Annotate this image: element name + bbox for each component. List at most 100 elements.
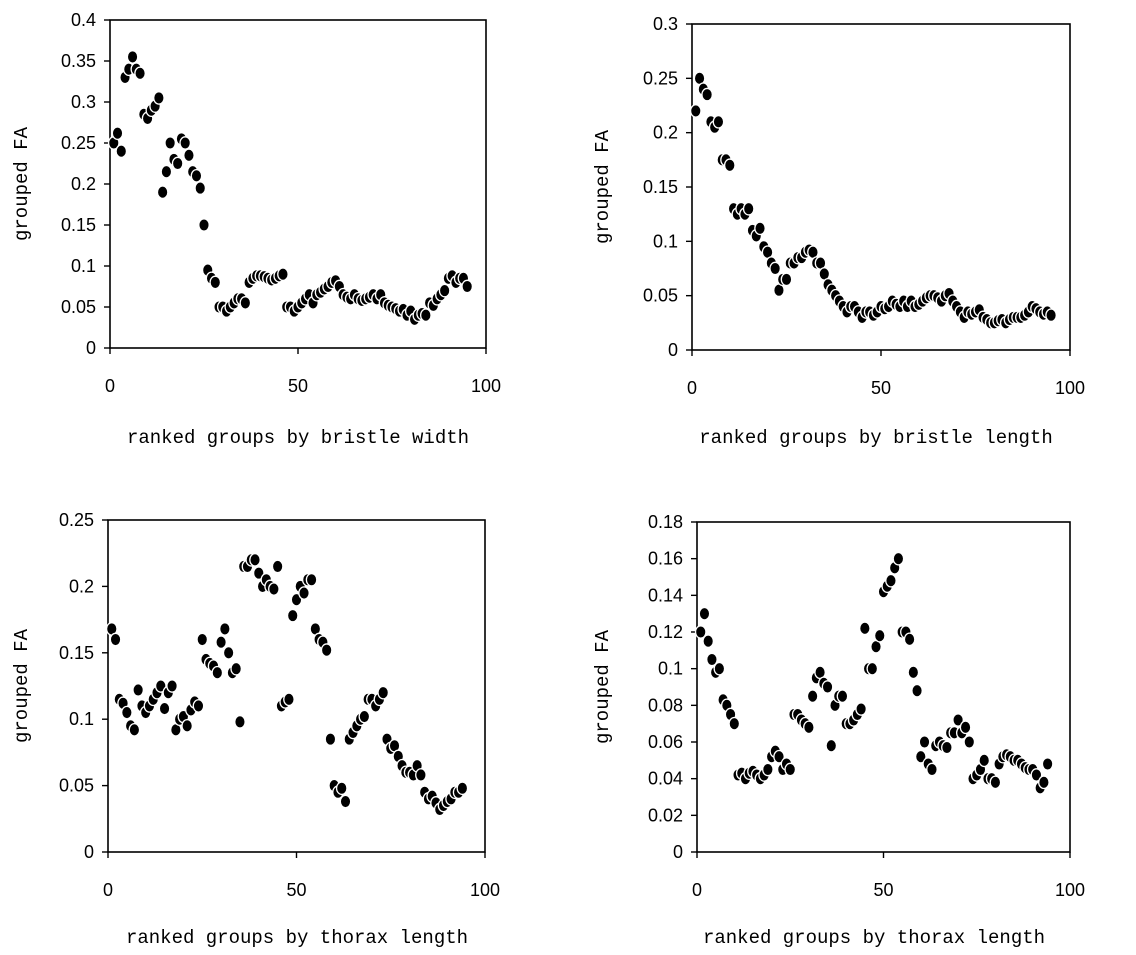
y-tick-label: 0.2 — [71, 174, 96, 194]
data-point — [1045, 308, 1057, 323]
data-point — [698, 606, 711, 621]
x-axis: 0 50 100 — [692, 852, 1085, 900]
y-tick-label: 0.02 — [648, 805, 683, 825]
data-point — [249, 552, 261, 567]
data-point — [171, 156, 184, 171]
data-point — [121, 705, 133, 720]
data-point — [320, 643, 333, 657]
data-point — [784, 762, 797, 777]
data-point — [239, 296, 252, 310]
data-point — [461, 279, 474, 294]
data-point — [198, 218, 210, 232]
x-axis-label: ranked groups by thorax length — [126, 927, 468, 949]
data-point — [160, 164, 173, 179]
data-points — [689, 71, 1057, 330]
data-point — [742, 201, 755, 216]
y-axis: 0 0.05 0.1 0.15 0.2 0.25 0.3 0.35 0.4 — [61, 10, 110, 358]
data-point — [903, 632, 916, 647]
data-point — [339, 794, 352, 809]
x-tick-label: 50 — [871, 378, 891, 398]
data-point — [728, 716, 741, 731]
data-point — [222, 645, 235, 660]
y-axis: 0 0.05 0.1 0.15 0.2 0.25 — [59, 510, 108, 862]
data-point — [978, 753, 991, 768]
data-point — [419, 308, 432, 323]
x-axis: 0 50 100 — [103, 852, 500, 900]
data-point — [918, 735, 931, 749]
y-tick-label: 0.35 — [61, 51, 96, 71]
data-point — [836, 689, 849, 704]
chart-thorax-length-a: 0 0.05 0.1 0.15 0.2 0.25 0 50 100 grouped FA ra… — [11, 510, 500, 949]
data-point — [702, 634, 715, 649]
data-point — [183, 148, 195, 163]
data-point — [271, 559, 284, 574]
x-tick-label: 0 — [692, 880, 702, 900]
x-tick-label: 0 — [105, 376, 115, 396]
data-point — [762, 762, 774, 777]
data-point — [1041, 757, 1054, 771]
data-point — [166, 679, 178, 693]
y-tick-label: 0.4 — [71, 10, 96, 30]
data-point — [1038, 775, 1050, 790]
y-tick-label: 0.1 — [69, 709, 94, 729]
x-tick-label: 100 — [470, 880, 500, 900]
data-point — [134, 66, 146, 81]
data-points — [107, 50, 474, 327]
data-point — [806, 689, 819, 704]
y-tick-label: 0.2 — [69, 576, 94, 596]
data-point — [959, 720, 972, 735]
data-point — [456, 781, 469, 796]
data-point — [892, 551, 905, 566]
data-point — [109, 632, 122, 647]
y-tick-label: 0.08 — [648, 695, 683, 715]
data-point — [803, 720, 815, 735]
data-point — [211, 665, 224, 680]
data-point — [194, 181, 207, 195]
plot-frame — [696, 521, 1071, 853]
data-point — [989, 775, 1002, 790]
y-tick-label: 0.15 — [643, 177, 678, 197]
data-point — [706, 652, 718, 667]
data-point — [1030, 768, 1043, 782]
data-point — [115, 144, 128, 159]
data-point — [701, 87, 713, 102]
x-axis: 0 50 100 — [687, 350, 1085, 398]
data-point — [773, 749, 785, 764]
data-point — [952, 713, 964, 727]
x-tick-label: 0 — [103, 880, 113, 900]
data-point — [723, 158, 736, 173]
data-point — [215, 635, 227, 650]
y-tick-label: 0 — [84, 842, 94, 862]
data-point — [190, 168, 203, 183]
chart-bristle-length: 0 0.05 0.1 0.15 0.2 0.25 0.3 0 50 100 grouped FA… — [592, 14, 1085, 449]
y-tick-label: 0 — [86, 338, 96, 358]
y-tick-label: 0.05 — [61, 297, 96, 317]
data-point — [855, 702, 867, 716]
data-point — [298, 586, 310, 600]
data-point — [907, 665, 920, 680]
y-axis-label: grouped FA — [11, 628, 33, 743]
data-point — [179, 136, 192, 150]
data-point — [126, 50, 139, 64]
x-axis-label: ranked groups by bristle length — [699, 427, 1052, 449]
y-tick-label: 0.1 — [653, 231, 678, 251]
data-point — [821, 680, 834, 694]
data-point — [911, 683, 923, 698]
data-point — [713, 661, 726, 676]
y-tick-label: 0.14 — [648, 585, 683, 605]
y-tick-label: 0.04 — [648, 769, 683, 789]
y-axis: 0 0.02 0.04 0.06 0.08 0.1 0.12 0.14 0.16 0.18 — [648, 512, 697, 862]
data-point — [963, 735, 976, 749]
data-point — [885, 573, 897, 588]
data-point — [438, 283, 451, 298]
y-tick-label: 0.3 — [653, 14, 678, 34]
data-point — [358, 709, 371, 724]
x-tick-label: 100 — [471, 376, 501, 396]
y-tick-label: 0.25 — [61, 133, 96, 153]
chart-thorax-length-b: 0 0.02 0.04 0.06 0.08 0.1 0.12 0.14 0.16 0.18 0 50… — [592, 512, 1085, 949]
x-axis-label: ranked groups by thorax length — [703, 927, 1045, 949]
data-point — [153, 91, 165, 105]
data-point — [324, 732, 337, 746]
chart-bristle-width: 0 0.05 0.1 0.15 0.2 0.25 0.3 0.35 0.4 0 50 100 gro… — [11, 10, 501, 449]
